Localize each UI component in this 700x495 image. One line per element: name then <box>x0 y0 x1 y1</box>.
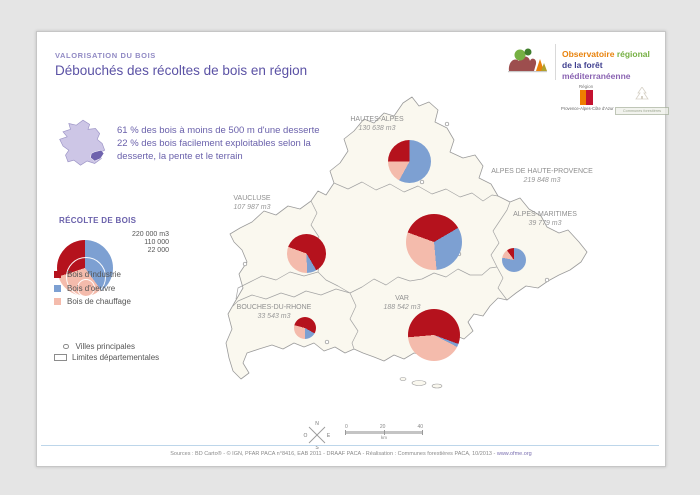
key-figure-line: 22 % des bois facilement exploitables se… <box>117 138 311 149</box>
department-name: VAUCLUSE <box>233 195 271 202</box>
france-inset-map <box>59 119 106 166</box>
department-label-bouches-du-rhone: BOUCHES-DU-RHONE 33 543 m3 <box>204 303 344 321</box>
department-label-var: VAR 188 542 m3 <box>352 294 452 312</box>
observatory-logo-line2: de la forêt méditerranéenne <box>562 60 631 81</box>
department-value: 130 638 m3 <box>358 125 396 132</box>
kicker: VALORISATION DU BOIS <box>55 51 156 60</box>
size-label: 22 000 <box>147 247 169 254</box>
department-value: 219 848 m3 <box>523 177 561 184</box>
legend-item-industrie: Bois d'industrie <box>54 270 131 279</box>
department-label-alpes-maritimes: ALPES-MARITIMES 39 779 m3 <box>475 210 615 228</box>
scale-bar: 0 20 40 km <box>345 424 423 440</box>
logo-divider <box>555 44 556 80</box>
size-scale-labels: 220 000 m3 110 000 22 000 <box>119 231 169 255</box>
industrie-swatch <box>54 271 61 278</box>
paca-map-svg <box>225 96 588 389</box>
pie-chart-var <box>408 309 460 361</box>
scale-bar-unit: km <box>381 434 387 440</box>
department-name: VAR <box>395 295 409 302</box>
department-label-alpes-de-haute-provence: ALPES DE HAUTE-PROVENCE 219 848 m3 <box>457 167 627 185</box>
pie-chart-vaucluse <box>287 234 326 273</box>
svg-text:N: N <box>315 421 319 427</box>
harvest-legend-title: RÉCOLTE DE BOIS <box>59 216 137 225</box>
paca-highlight <box>90 149 105 162</box>
pie-chart-hautes-alpes <box>388 140 431 183</box>
observatory-logo-icon <box>505 45 549 77</box>
department-borders <box>232 181 511 350</box>
region-flag-icon <box>579 90 593 105</box>
department-name: BOUCHES-DU-RHONE <box>236 304 312 311</box>
legend-item-label: Bois d'oeuvre <box>67 283 116 293</box>
scale-tick: 0 <box>345 424 348 430</box>
size-circle-small <box>77 279 95 297</box>
svg-text:O: O <box>304 433 308 439</box>
oeuvre-swatch <box>54 284 61 292</box>
region-logo-caption: Région <box>578 84 594 89</box>
key-figures-text: 61 % des bois à moins de 500 m d'une des… <box>117 124 320 163</box>
map-legend-label: Villes principales <box>75 342 135 351</box>
svg-text:E: E <box>327 433 331 439</box>
map-legend-limits: Limites départementales <box>54 353 159 362</box>
scale-bar-tick-mark <box>422 430 423 435</box>
chauffage-swatch <box>54 298 61 305</box>
department-name: ALPES-MARITIMES <box>513 211 577 218</box>
communes-forestieres-icon <box>635 86 649 100</box>
scale-bar-line <box>345 430 423 435</box>
svg-text:S: S <box>315 445 319 449</box>
legend-item-label: Bois d'industrie <box>67 270 121 279</box>
department-label-vaucluse: VAUCLUSE 107 987 m3 <box>192 194 312 212</box>
footer-divider <box>41 445 659 446</box>
harvest-legend-items: Bois d'industrie Bois d'oeuvre Bois de c… <box>54 270 131 311</box>
observatory-logo-text: Observatoire régional de la forêt médite… <box>562 49 665 82</box>
department-value: 39 779 m3 <box>528 220 562 227</box>
scale-tick: 40 <box>417 424 423 430</box>
key-figure-line: 61 % des bois à moins de 500 m d'une des… <box>117 125 320 136</box>
scale-bar-ticks: 0 20 40 <box>345 424 423 430</box>
scale-bar-tick-mark <box>345 430 346 435</box>
source-text: Sources : BD Carto® - © IGN, PFAR PACA n… <box>170 451 497 457</box>
communes-forestieres-label: Communes forestières <box>615 107 669 116</box>
islands <box>399 377 443 389</box>
pie-size-scale: 220 000 m3 110 000 22 000 <box>57 230 187 300</box>
size-label: 110 000 <box>144 239 169 246</box>
source-line: Sources : BD Carto® - © IGN, PFAR PACA n… <box>37 451 665 457</box>
department-value: 188 542 m3 <box>383 304 421 311</box>
map-legend-label: Limites départementales <box>72 353 160 362</box>
map-legend-cities: Villes principales <box>57 342 135 351</box>
compass-rose-icon: N S O E <box>304 421 331 449</box>
region-logo-name: Provence-Alpes-Côte d'Azur <box>561 106 614 111</box>
poster-card: VALORISATION DU BOIS Débouchés des récol… <box>36 31 669 467</box>
key-figure-line: desserte, la pente et le terrain <box>117 151 243 162</box>
legend-item-oeuvre: Bois d'oeuvre <box>54 284 131 293</box>
city-dot-icon <box>63 343 69 350</box>
legend-item-label: Bois de chauffage <box>67 297 131 306</box>
paca-map: HAUTES-ALPES 130 638 m3 ALPES DE HAUTE-P… <box>207 92 597 407</box>
department-name: ALPES DE HAUTE-PROVENCE <box>491 168 593 175</box>
pie-chart-bouches-du-rhone <box>294 317 316 339</box>
legend-item-chauffage: Bois de chauffage <box>54 297 131 306</box>
department-limit-icon <box>54 354 67 361</box>
page-title: Débouchés des récoltes de bois en région <box>55 63 308 78</box>
pie-chart-alpes-maritimes <box>502 248 526 272</box>
department-name: HAUTES-ALPES <box>350 116 404 123</box>
region-paca-logo: Région Provence-Alpes-Côte d'Azur <box>561 84 614 111</box>
size-label: 220 000 m3 <box>132 231 169 238</box>
department-value: 33 543 m3 <box>257 313 291 320</box>
department-value: 107 987 m3 <box>233 204 271 211</box>
scale-tick: 20 <box>379 424 386 430</box>
scale-bar-tick-mark <box>384 430 385 435</box>
communes-forestieres-logo: Communes forestières <box>615 86 669 116</box>
pie-chart-alpes-de-haute-provence <box>406 214 462 270</box>
source-url[interactable]: www.ofme.org <box>496 451 532 457</box>
department-label-hautes-alpes: HAUTES-ALPES 130 638 m3 <box>307 115 447 133</box>
observatory-logo-line1: Observatoire régional <box>562 49 650 59</box>
